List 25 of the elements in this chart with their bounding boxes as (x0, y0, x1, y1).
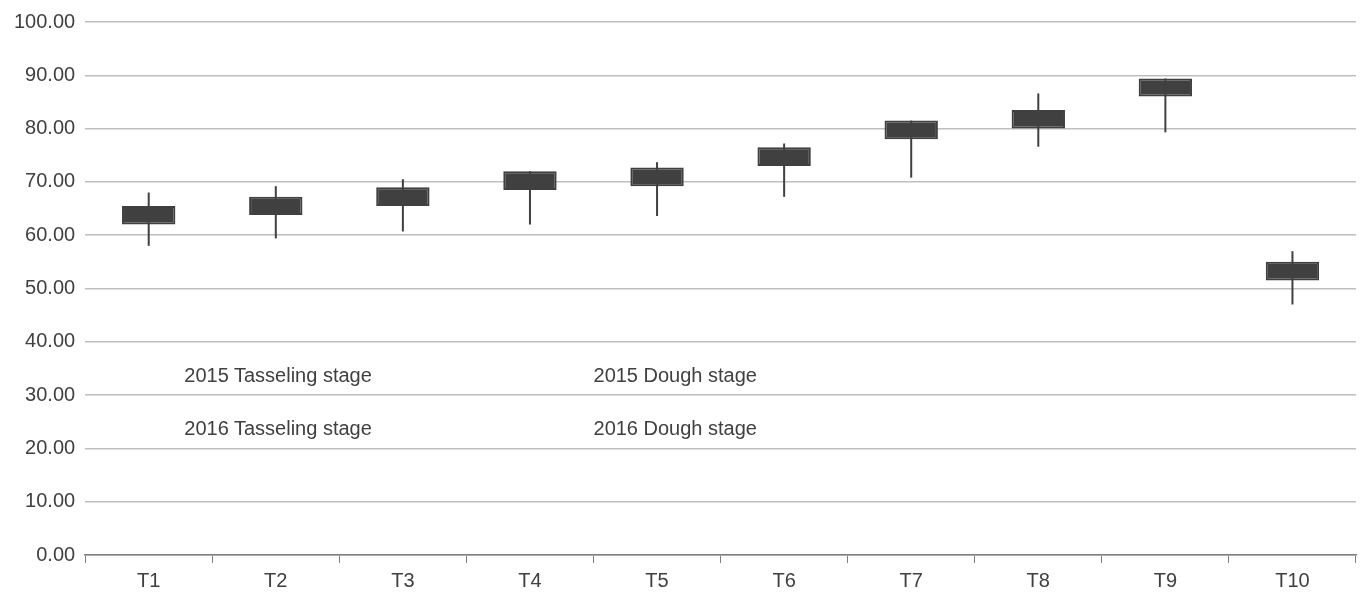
annotation: 2016 Tasseling stage (184, 417, 372, 440)
annotation: 2016 Dough stage (593, 417, 757, 440)
y-tick-label: 10.00 (25, 489, 76, 512)
annotation: 2015 Dough stage (593, 363, 757, 386)
x-tick-label: T6 (772, 568, 796, 591)
x-tick-label: T8 (1026, 568, 1050, 591)
y-tick-label: 80.00 (25, 116, 76, 139)
x-tick-label: T9 (1153, 568, 1178, 591)
x-tick-label: T3 (391, 568, 415, 591)
x-tick-label: T1 (137, 568, 161, 591)
y-tick-label: 0.00 (36, 542, 76, 565)
y-tick-label: 70.00 (25, 169, 76, 192)
x-tick-label: T4 (518, 568, 542, 591)
x-tick-label: T5 (645, 568, 669, 591)
y-tick-label: 90.00 (25, 62, 76, 85)
x-tick-label: T2 (264, 568, 288, 591)
y-tick-label: 100.00 (14, 9, 76, 32)
y-tick-label: 60.00 (25, 222, 76, 245)
y-tick-label: 40.00 (25, 329, 76, 352)
x-tick-label: T7 (899, 568, 923, 591)
x-tick-label: T10 (1275, 568, 1310, 591)
y-tick-label: 20.00 (25, 435, 76, 458)
y-tick-label: 30.00 (25, 382, 76, 405)
y-tick-label: 50.00 (25, 276, 76, 299)
annotation: 2015 Tasseling stage (184, 363, 372, 386)
